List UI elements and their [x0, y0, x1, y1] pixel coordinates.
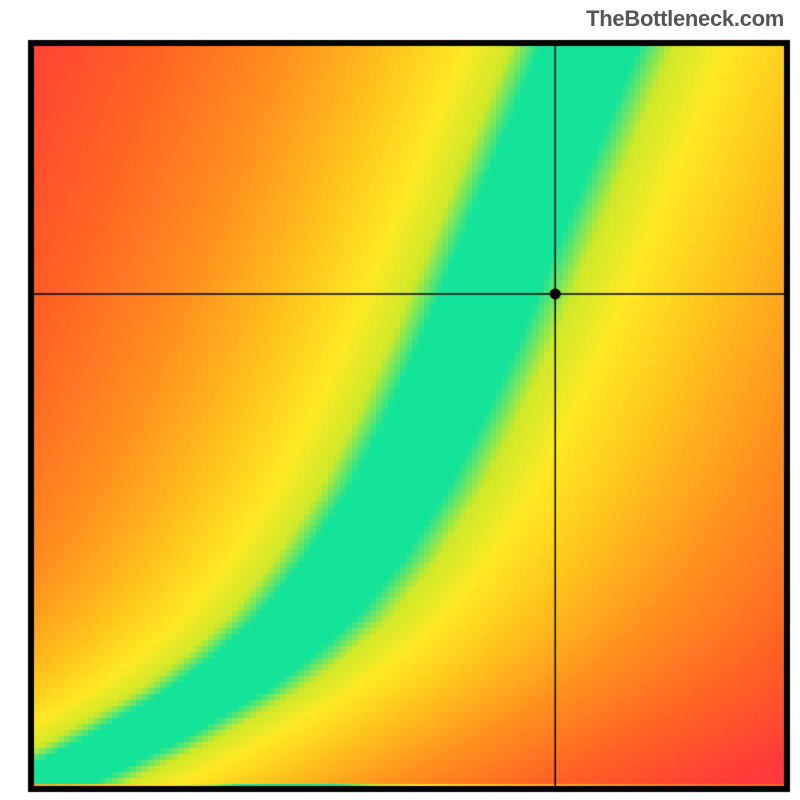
attribution-text: TheBottleneck.com — [586, 6, 784, 32]
heatmap-canvas — [0, 0, 800, 800]
chart-container: TheBottleneck.com — [0, 0, 800, 800]
